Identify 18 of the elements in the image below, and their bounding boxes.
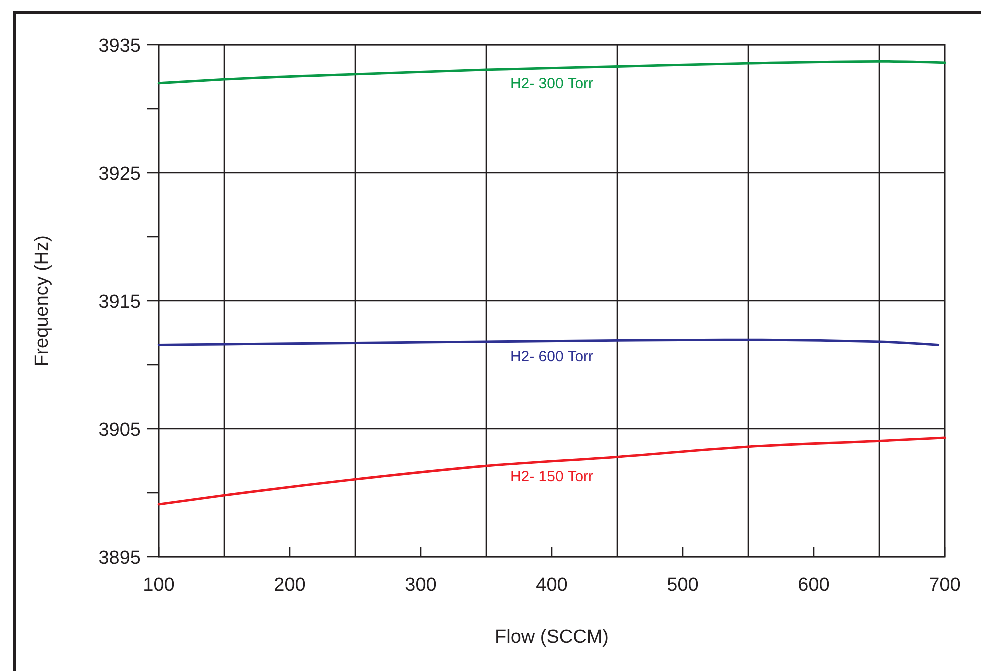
series-label: H2- 300 Torr (510, 75, 594, 92)
series-label: H2- 150 Torr (510, 468, 594, 486)
y-tick-label: 3925 (98, 164, 141, 185)
line-series (158, 436, 946, 506)
x-tick-label: 100 (143, 575, 175, 596)
y-tick-label: 3935 (98, 36, 141, 57)
y-tick-label: 3905 (98, 420, 141, 441)
x-tick-label: 700 (929, 575, 961, 596)
x-axis-title: Flow (SCCM) (495, 627, 609, 648)
series-label: H2- 600 Torr (510, 348, 594, 366)
x-tick-label: 400 (536, 575, 568, 596)
y-tick-label: 3895 (98, 548, 141, 569)
x-tick-label: 300 (405, 575, 437, 596)
x-tick-label: 200 (274, 575, 306, 596)
y-axis-title: Frequency (Hz) (32, 236, 53, 366)
y-tick-label: 3915 (98, 292, 141, 313)
x-tick-label: 600 (798, 575, 830, 596)
x-tick-label: 500 (667, 575, 699, 596)
